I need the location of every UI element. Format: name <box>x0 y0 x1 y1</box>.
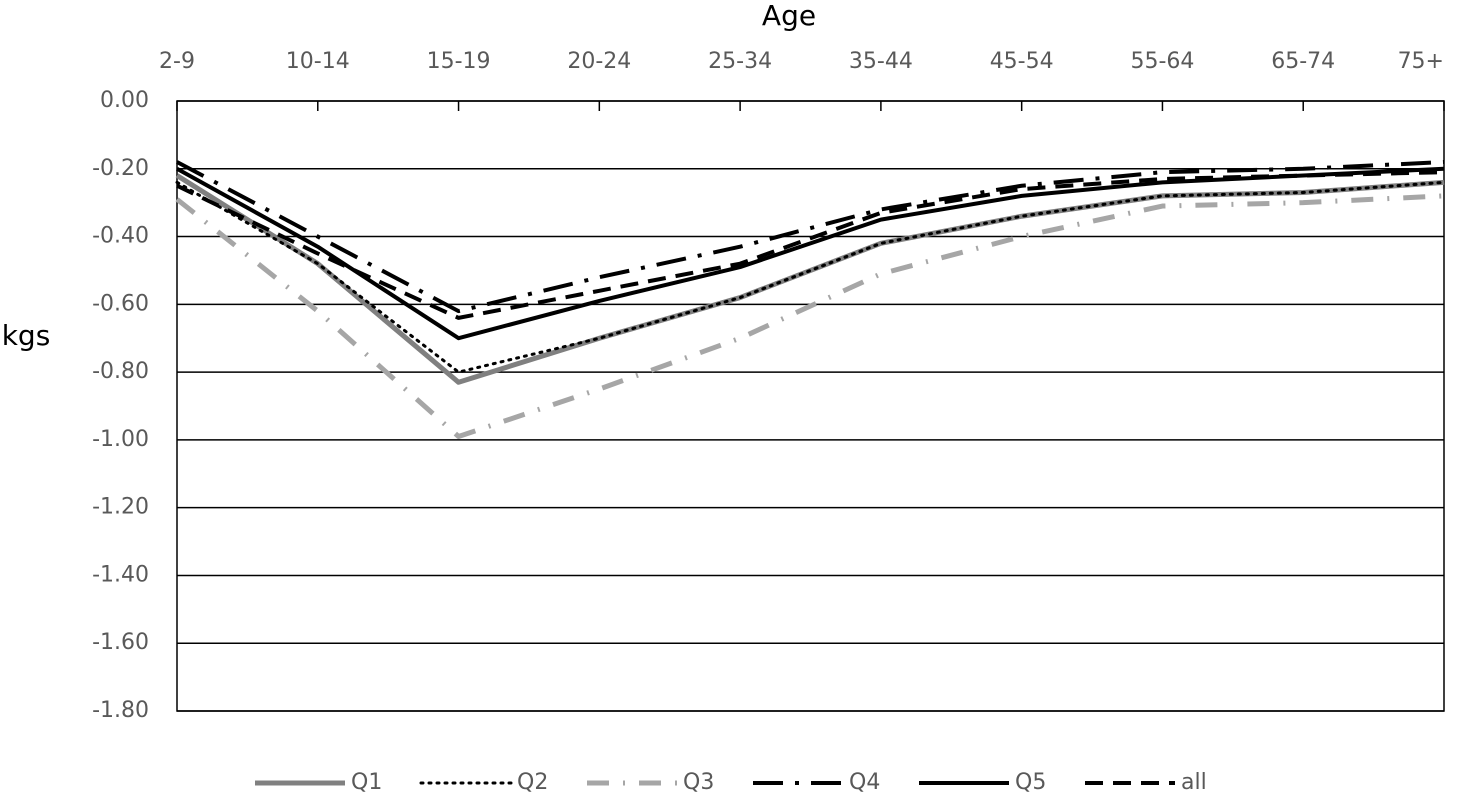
legend-label: all <box>1181 770 1207 795</box>
legend-label: Q5 <box>1015 770 1046 795</box>
series-line <box>176 160 1445 314</box>
x-tick-label: 55-64 <box>1130 49 1194 74</box>
y-tick-label: -1.80 <box>92 698 149 723</box>
legend-label: Q2 <box>517 770 548 795</box>
x-tick-label: 25-34 <box>708 49 772 74</box>
x-tick-label: 45-54 <box>990 49 1054 74</box>
y-axis-label: kgs <box>2 319 51 352</box>
y-tick-label: -1.00 <box>92 427 149 452</box>
legend-label: Q4 <box>849 770 880 795</box>
y-tick-label: 0.00 <box>100 88 149 113</box>
series-line <box>175 193 1445 439</box>
x-tick-label: 2-9 <box>159 49 195 74</box>
y-tick-label: -1.40 <box>92 562 149 587</box>
series-line <box>175 180 1446 374</box>
chart-title: Age <box>762 0 816 32</box>
x-tick-label: 35-44 <box>849 49 913 74</box>
x-tick-label: 65-74 <box>1271 49 1335 74</box>
y-tick-label: -0.80 <box>92 359 149 384</box>
series-line <box>176 170 1445 320</box>
y-tick-label: -0.60 <box>92 291 149 316</box>
x-tick-label: 75+ <box>1398 49 1444 74</box>
y-tick-label: -1.60 <box>92 630 149 655</box>
y-tick-label: -1.20 <box>92 495 149 520</box>
x-tick-label: 10-14 <box>286 49 350 74</box>
plot-border <box>176 100 1445 712</box>
y-tick-label: -0.40 <box>92 224 149 249</box>
y-tick-label: -0.20 <box>92 156 149 181</box>
x-tick-label: 20-24 <box>567 49 631 74</box>
x-tick-label: 15-19 <box>427 49 491 74</box>
legend-label: Q1 <box>351 770 382 795</box>
legend-label: Q3 <box>683 770 714 795</box>
